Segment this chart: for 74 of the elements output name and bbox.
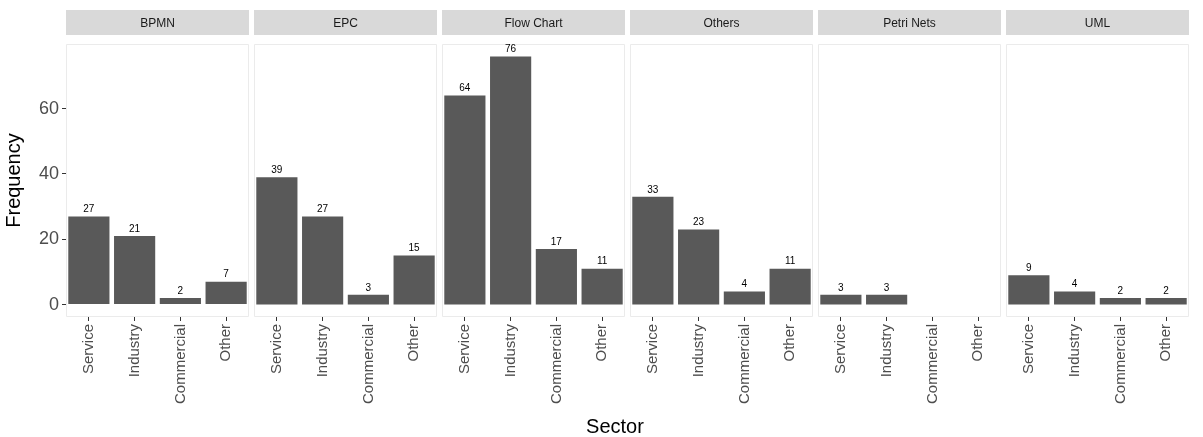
y-tick-label: 20 (38, 228, 59, 249)
x-tick-label: Industry (500, 323, 518, 378)
data-label: 3 (883, 281, 890, 293)
x-tick-label: Industry (312, 323, 330, 378)
data-label: 11 (596, 255, 608, 267)
data-label: 2 (1163, 284, 1170, 296)
data-label: 33 (647, 183, 659, 195)
x-tick-label: Commercial (1110, 324, 1128, 405)
data-label: 3 (365, 281, 372, 293)
data-label: 2 (177, 284, 184, 296)
x-tick-label: Other (592, 324, 610, 362)
bar (159, 298, 201, 305)
data-label: 76 (505, 43, 517, 55)
x-tick-label: Other (1156, 324, 1174, 362)
bar (302, 216, 344, 305)
data-label: 15 (408, 242, 421, 254)
bar (632, 196, 674, 305)
chart-title: EPC (254, 10, 437, 35)
bar (769, 268, 811, 305)
x-tick-label: Industry (688, 323, 706, 378)
bar (347, 294, 389, 305)
x-tick-label: Service (1019, 324, 1037, 375)
x-tick-label: Service (267, 324, 285, 375)
bar (581, 268, 623, 305)
y-tick-label: 60 (38, 97, 59, 118)
bar (205, 281, 247, 305)
x-tick-label: Commercial (922, 324, 940, 405)
x-tick-label: Service (455, 324, 473, 375)
bar (535, 249, 577, 305)
data-label: 27 (83, 203, 95, 215)
data-label: 4 (741, 278, 748, 290)
x-tick-label: Industry (1064, 323, 1082, 378)
data-label: 27 (317, 203, 329, 215)
bar (114, 236, 156, 305)
x-tick-label: Other (968, 324, 986, 362)
chart-title: BPMN (66, 10, 249, 35)
data-label: 64 (459, 82, 471, 94)
x-tick-label: Commercial (546, 324, 564, 405)
bar (68, 216, 110, 305)
bar (723, 291, 765, 305)
chart-title: Petri Nets (818, 10, 1001, 35)
data-label: 7 (223, 268, 230, 280)
data-label: 4 (1071, 278, 1078, 290)
y-tick-label: 0 (48, 293, 59, 314)
data-label: 9 (1026, 261, 1033, 273)
bar (444, 95, 486, 305)
x-tick-label: Industry (876, 323, 894, 378)
x-tick-label: Other (404, 324, 422, 362)
x-axis-title: Sector (586, 415, 644, 437)
x-tick-label: Commercial (358, 324, 376, 405)
bar (393, 255, 435, 305)
y-axis-title: Frequency (1, 133, 24, 228)
x-tick-label: Service (643, 324, 661, 375)
y-tick-label: 40 (38, 162, 59, 183)
x-tick-label: Industry (124, 323, 142, 378)
data-label: 17 (550, 235, 563, 247)
bar (490, 56, 532, 305)
bar (256, 177, 298, 305)
chart-title: UML (1006, 10, 1189, 35)
chart-title: Flow Chart (442, 10, 625, 35)
data-label: 39 (271, 163, 283, 175)
data-label: 23 (693, 216, 705, 228)
x-tick-label: Service (831, 324, 849, 375)
x-tick-label: Other (216, 324, 234, 362)
x-tick-label: Commercial (734, 324, 752, 405)
x-tick-label: Service (79, 324, 97, 375)
bar (678, 229, 720, 305)
chart-title: Others (630, 10, 813, 35)
data-label: 3 (838, 281, 845, 293)
x-tick-label: Commercial (170, 324, 188, 405)
x-tick-label: Other (780, 324, 798, 362)
data-label: 11 (784, 255, 796, 267)
data-label: 21 (129, 222, 141, 234)
data-label: 2 (1117, 284, 1124, 296)
